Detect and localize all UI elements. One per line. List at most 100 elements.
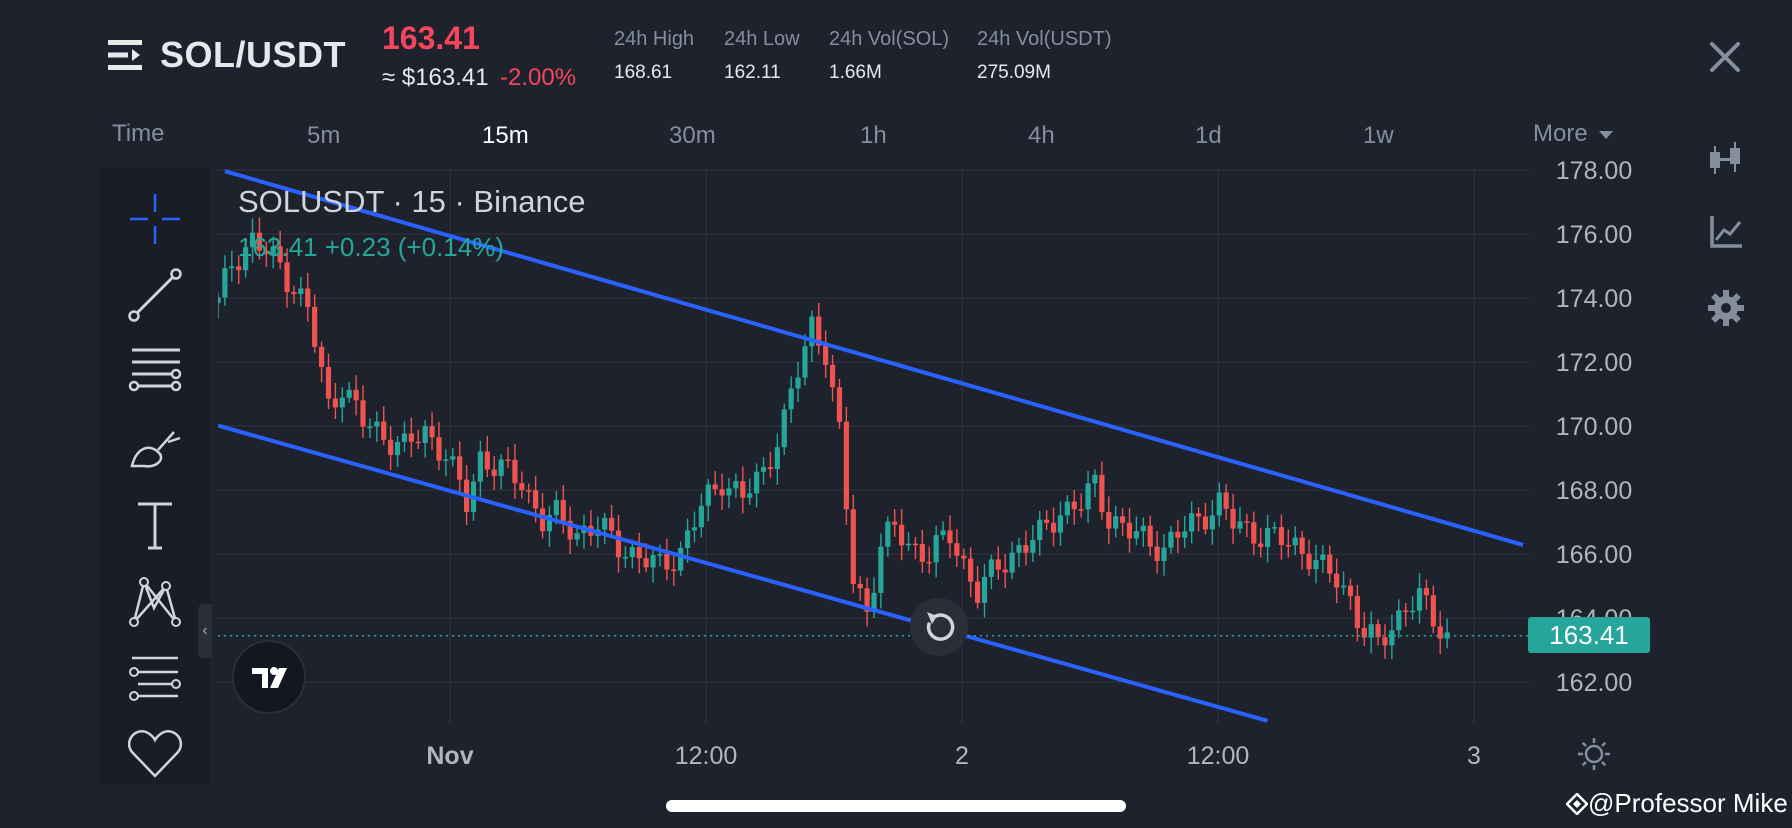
more-timeframes-button[interactable]: More (1533, 120, 1614, 148)
candle-body (678, 547, 684, 571)
time-label: Time (112, 120, 165, 147)
candle-body (1265, 527, 1271, 548)
candle-body (629, 547, 635, 558)
candle-body (919, 543, 925, 562)
candle-body (795, 377, 801, 389)
tab-30m[interactable]: 30m (669, 122, 716, 149)
candle-body (1437, 626, 1443, 639)
menu-icon[interactable] (108, 38, 144, 72)
candle-body (1327, 554, 1333, 574)
text-icon[interactable] (122, 494, 188, 556)
pair-title[interactable]: SOL/USDT (160, 34, 347, 75)
candle-body (933, 535, 939, 563)
change-percent: -2.00% (500, 64, 577, 91)
candle-body (1389, 630, 1395, 646)
theme-toggle-icon[interactable] (1576, 736, 1612, 772)
favorite-icon[interactable] (122, 722, 188, 784)
candle-body (1154, 546, 1160, 562)
candle-body (947, 530, 953, 544)
candle-body (1050, 522, 1057, 533)
candle-body (1244, 521, 1250, 523)
tab-1h[interactable]: 1h (860, 122, 887, 149)
stat-value-24h-high: 168.61 (614, 62, 673, 83)
horizontal-lines-icon[interactable] (122, 340, 188, 402)
candle-body (1133, 531, 1139, 539)
tab-5m[interactable]: 5m (307, 122, 341, 149)
crosshair-icon[interactable] (122, 188, 188, 250)
candle-body (1306, 553, 1312, 570)
tab-15m[interactable]: 15m (482, 122, 529, 149)
candle-body (774, 447, 780, 470)
candle-body (415, 441, 421, 444)
more-label: More (1533, 120, 1588, 147)
candle-body (388, 439, 394, 456)
candle-body (1278, 527, 1285, 546)
candle-body (836, 387, 843, 422)
candle-body (650, 555, 656, 568)
candle-body (781, 409, 787, 448)
candle-body (560, 500, 566, 521)
candle-body (339, 397, 345, 408)
candle-body (422, 426, 428, 443)
tradingview-logo[interactable] (232, 640, 306, 714)
candle-body (1251, 522, 1257, 544)
indicators-icon[interactable] (1706, 212, 1746, 252)
reset-icon (926, 612, 955, 641)
candle-body (477, 451, 483, 482)
candle-body (457, 456, 463, 480)
candle-body (1202, 516, 1209, 530)
candle-body (1444, 632, 1450, 639)
candle-body (353, 389, 359, 401)
price-tick-label: 166.00 (1556, 541, 1632, 569)
candle-body (1430, 595, 1436, 627)
candle-body (823, 345, 829, 365)
trendline-icon[interactable] (122, 264, 188, 326)
reset-chart-button[interactable] (910, 598, 968, 656)
candle-body (491, 469, 497, 476)
stat-value-24h-vol-usdt: 275.09M (977, 62, 1051, 83)
candle-body (885, 521, 891, 547)
candle-body (381, 421, 387, 440)
candle-body (850, 509, 856, 584)
settings-gear-icon[interactable] (1706, 288, 1746, 328)
last-price: 163.41 (382, 20, 480, 56)
candle-body (719, 489, 725, 496)
candle-body (1396, 610, 1402, 631)
candle-body (1064, 501, 1070, 516)
candle-body (864, 588, 870, 612)
candle-body (1189, 513, 1195, 532)
fib-icon[interactable] (122, 646, 188, 708)
candles-icon[interactable] (1706, 140, 1746, 180)
price-tick-label: 162.00 (1556, 669, 1632, 697)
candle-body (1071, 501, 1077, 510)
candle-body (1216, 492, 1222, 516)
collapse-toolbar-icon[interactable]: ‹ (198, 604, 212, 658)
candle-body (988, 559, 994, 577)
stat-value-24h-low: 162.11 (724, 62, 781, 83)
watermark: @Professor Mike (1565, 788, 1788, 819)
candle-body (974, 581, 981, 603)
candle-body (602, 517, 608, 530)
candle-body (671, 569, 677, 571)
tab-1d[interactable]: 1d (1195, 122, 1222, 149)
candle-body (698, 505, 704, 528)
tab-4h[interactable]: 4h (1028, 122, 1055, 149)
candle-body (609, 517, 615, 531)
price-tick-label: 172.00 (1556, 349, 1632, 377)
candle-body (1375, 624, 1381, 638)
brush-icon[interactable] (122, 418, 188, 480)
candle-body (218, 297, 221, 304)
tab-1w[interactable]: 1w (1363, 122, 1394, 149)
stat-value-24h-vol-sol: 1.66M (829, 62, 882, 83)
candle-body (291, 292, 297, 295)
candle-body (1092, 474, 1098, 484)
close-icon[interactable] (1706, 38, 1744, 76)
candle-body (622, 557, 629, 559)
candle-body (305, 288, 311, 307)
pattern-icon[interactable] (122, 570, 188, 632)
candle-body (754, 471, 760, 494)
candle-body (429, 426, 435, 438)
candle-body (767, 467, 774, 470)
candle-body (1403, 610, 1409, 612)
price-axis: 178.00 176.00 174.00 172.00 170.00 168.00 166.… (1556, 157, 1632, 697)
